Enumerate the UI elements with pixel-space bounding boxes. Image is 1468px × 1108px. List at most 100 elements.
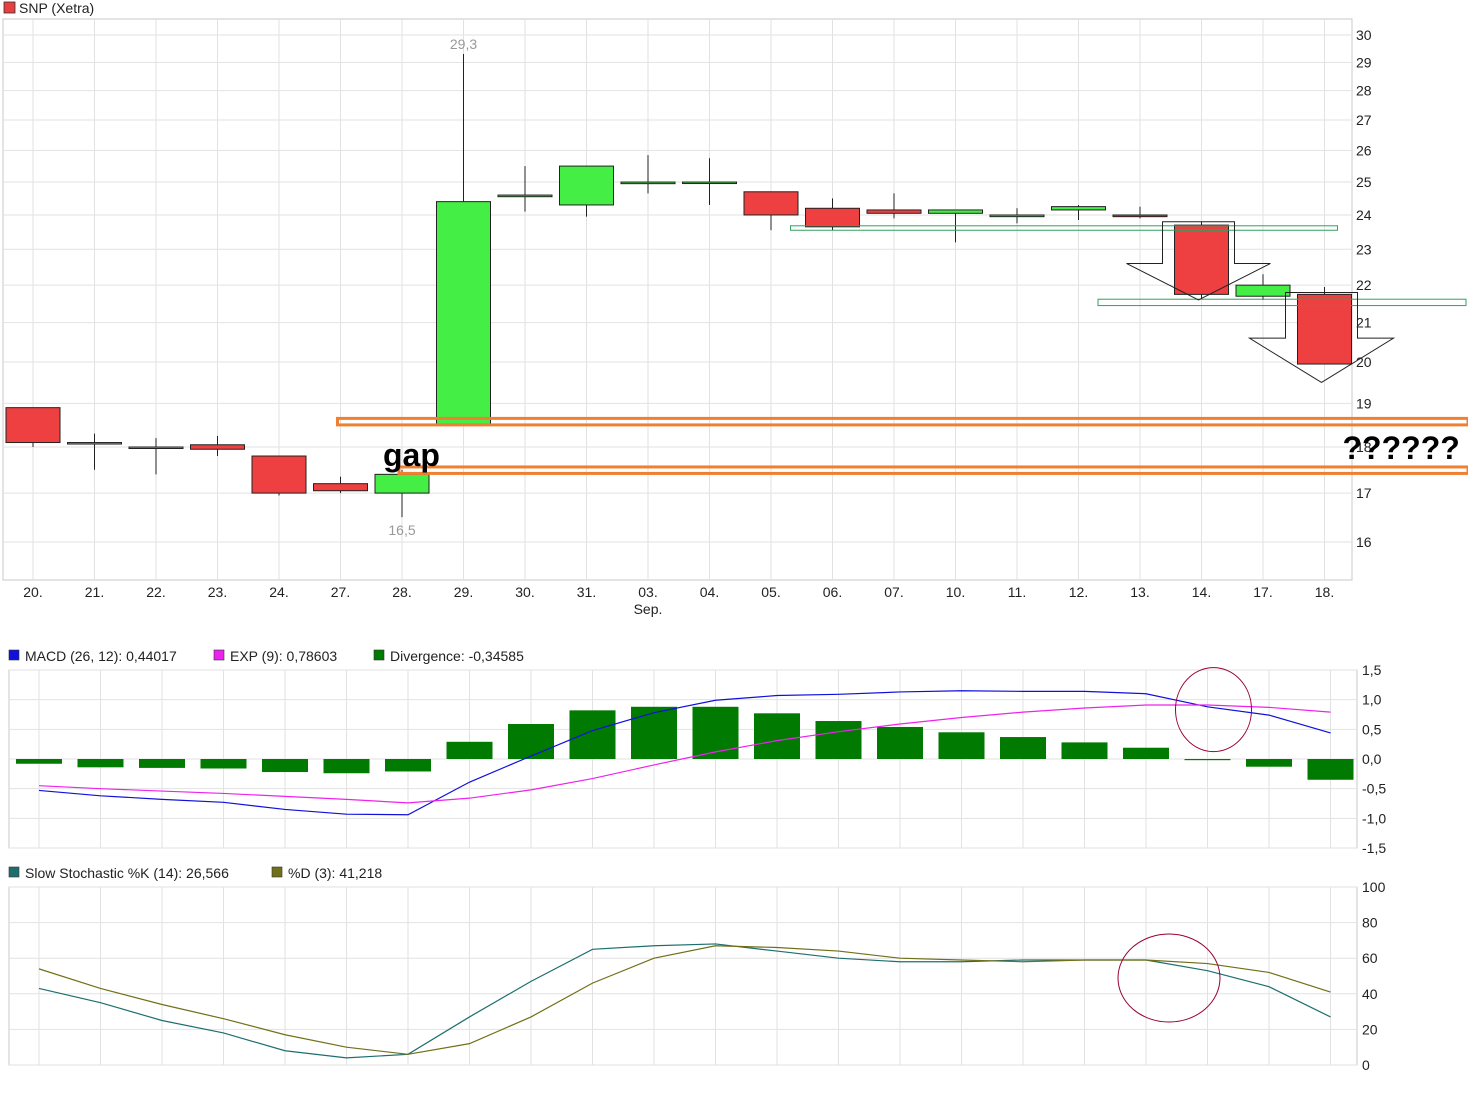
support-zone-box bbox=[1097, 298, 1467, 307]
stochastic-legend-label: Slow Stochastic %K (14): 26,566 bbox=[25, 865, 229, 881]
price-y-tick-label: 21 bbox=[1356, 315, 1372, 331]
macd-y-tick-label: -1,5 bbox=[1362, 840, 1386, 856]
price-y-tick-label: 19 bbox=[1356, 395, 1372, 411]
candle-data-label: 29,3 bbox=[450, 36, 477, 52]
candle-body bbox=[1297, 293, 1352, 365]
down-arrow-annotation bbox=[1247, 292, 1396, 384]
price-y-tick-label: 26 bbox=[1356, 142, 1372, 158]
price-x-month-label: Sep. bbox=[634, 601, 663, 617]
candle-body bbox=[436, 201, 491, 426]
chart-annotation-text: gap bbox=[383, 437, 440, 473]
macd-legend-swatch bbox=[373, 649, 385, 661]
macd-legend-swatch bbox=[213, 649, 225, 661]
divergence-bar bbox=[1000, 737, 1046, 759]
stochastic-plot-area bbox=[8, 886, 1358, 1066]
stochastic-legend-swatch bbox=[271, 866, 283, 878]
candle-body bbox=[620, 181, 676, 185]
macd-y-tick-label: 1,0 bbox=[1362, 692, 1382, 708]
stochastic-y-tick-label: 60 bbox=[1362, 950, 1378, 966]
stochastic-y-tick-label: 0 bbox=[1362, 1057, 1370, 1073]
price-y-tick-label: 16 bbox=[1356, 534, 1372, 550]
candle-body bbox=[866, 209, 922, 214]
stochastic-highlight-ellipse bbox=[1117, 933, 1221, 1023]
macd-y-tick-label: -0,5 bbox=[1362, 781, 1386, 797]
macd-highlight-ellipse bbox=[1175, 667, 1252, 753]
candle-body bbox=[190, 444, 245, 450]
candle-body bbox=[743, 191, 799, 216]
price-y-tick-label: 22 bbox=[1356, 277, 1372, 293]
stochastic-y-tick-label: 40 bbox=[1362, 986, 1378, 1002]
price-x-tick-label: 30. bbox=[515, 584, 534, 600]
price-x-tick-label: 20. bbox=[23, 584, 42, 600]
price-x-tick-label: 07. bbox=[884, 584, 903, 600]
stochastic-y-tick-label: 20 bbox=[1362, 1021, 1378, 1037]
candle-body bbox=[682, 181, 737, 185]
price-x-tick-label: 18. bbox=[1315, 584, 1334, 600]
divergence-bar bbox=[692, 706, 739, 759]
price-y-tick-label: 30 bbox=[1356, 27, 1372, 43]
stochastic-y-tick-label: 80 bbox=[1362, 915, 1378, 931]
gap-band-line bbox=[397, 465, 1468, 475]
divergence-bar bbox=[16, 759, 62, 764]
price-x-tick-label: 28. bbox=[392, 584, 411, 600]
price-x-tick-label: 06. bbox=[823, 584, 842, 600]
divergence-bar bbox=[385, 759, 431, 772]
price-x-tick-label: 14. bbox=[1192, 584, 1211, 600]
price-x-tick-label: 13. bbox=[1130, 584, 1149, 600]
macd-legend-label: EXP (9): 0,78603 bbox=[230, 648, 337, 664]
price-y-tick-label: 23 bbox=[1356, 241, 1372, 257]
price-x-tick-label: 05. bbox=[761, 584, 780, 600]
stochastic-y-tick-label: 100 bbox=[1362, 879, 1386, 895]
macd-panel: -1,5 -1,0 -0,5 0,0 0,5 1,0 1,5 MACD (26, 12): 0… bbox=[8, 648, 1386, 856]
macd-legend-swatch bbox=[8, 649, 20, 661]
price-legend-swatch bbox=[3, 1, 16, 14]
price-x-tick-label: 22. bbox=[146, 584, 165, 600]
macd-y-tick-label: 0,5 bbox=[1362, 721, 1382, 737]
divergence-bar bbox=[262, 759, 308, 773]
candle-body bbox=[1051, 206, 1106, 211]
price-x-tick-label: 21. bbox=[85, 584, 104, 600]
chart-annotation-text: ?????? bbox=[1343, 430, 1460, 466]
macd-y-tick-label: -1,0 bbox=[1362, 810, 1386, 826]
candle-body bbox=[313, 483, 368, 492]
price-y-tick-label: 28 bbox=[1356, 83, 1372, 99]
divergence-bar bbox=[569, 710, 616, 759]
divergence-bar bbox=[323, 759, 370, 774]
divergence-bar bbox=[938, 732, 985, 759]
candle-body bbox=[559, 165, 614, 206]
divergence-bar bbox=[508, 723, 554, 759]
stochastic-legend-label: %D (3): 41,218 bbox=[288, 865, 382, 881]
macd-legend-label: MACD (26, 12): 0,44017 bbox=[25, 648, 177, 664]
candle-body bbox=[251, 455, 307, 494]
price-y-tick-label: 18 bbox=[1356, 439, 1372, 455]
price-y-tick-label: 24 bbox=[1356, 207, 1372, 223]
gap-band-line bbox=[336, 416, 1468, 427]
stochastic-series-line bbox=[38, 945, 1331, 1055]
divergence-bar bbox=[877, 726, 923, 759]
price-x-tick-label: 04. bbox=[700, 584, 719, 600]
price-y-tick-label: 25 bbox=[1356, 174, 1372, 190]
candle-body bbox=[128, 446, 184, 450]
price-y-tick-label: 20 bbox=[1356, 354, 1372, 370]
price-x-tick-label: 23. bbox=[208, 584, 227, 600]
price-y-tick-label: 17 bbox=[1356, 485, 1372, 501]
divergence-bar bbox=[1123, 747, 1169, 759]
candle-body bbox=[1174, 224, 1229, 295]
price-x-tick-label: 27. bbox=[331, 584, 350, 600]
divergence-bar bbox=[139, 759, 185, 768]
candle-body bbox=[374, 473, 430, 494]
support-zone-box bbox=[790, 225, 1338, 231]
price-y-tick-label: 29 bbox=[1356, 54, 1372, 70]
down-arrow-annotation bbox=[1126, 221, 1271, 301]
price-x-tick-label: 11. bbox=[1008, 584, 1026, 600]
divergence-bar bbox=[815, 721, 862, 759]
divergence-bar bbox=[1246, 759, 1292, 767]
divergence-bar bbox=[631, 706, 677, 759]
macd-series-line bbox=[38, 690, 1331, 816]
price-x-tick-label: 03. bbox=[638, 584, 657, 600]
macd-series-line bbox=[38, 704, 1331, 804]
candle-body bbox=[5, 407, 61, 444]
candle-body bbox=[805, 207, 860, 228]
candle-data-label: 16,5 bbox=[388, 522, 415, 538]
